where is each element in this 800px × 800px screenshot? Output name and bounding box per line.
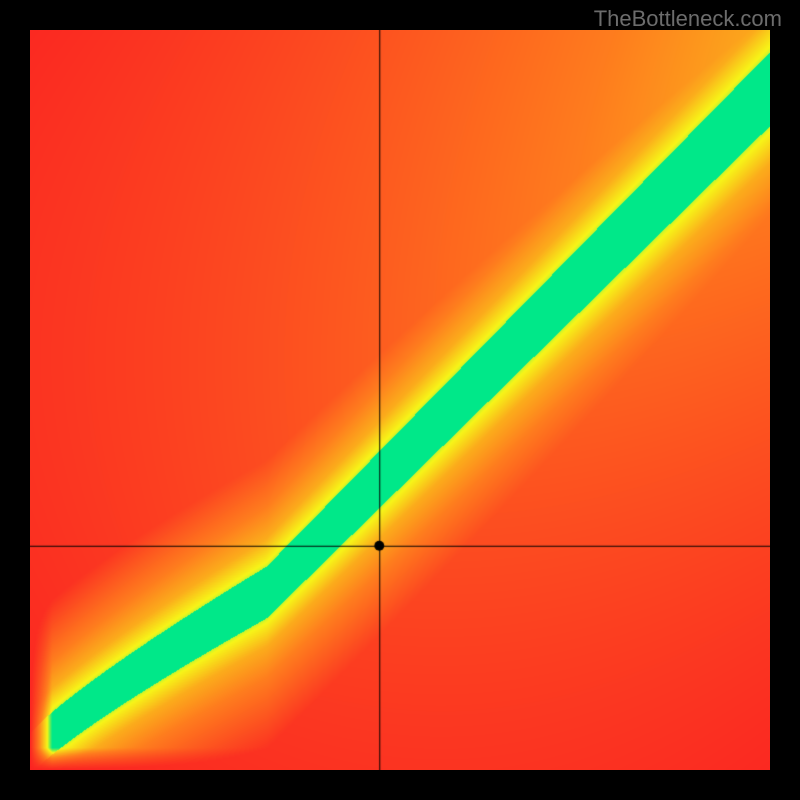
chart-container: TheBottleneck.com xyxy=(0,0,800,800)
crosshair-overlay xyxy=(30,30,770,770)
heatmap-plot xyxy=(30,30,770,770)
watermark-text: TheBottleneck.com xyxy=(594,6,782,32)
